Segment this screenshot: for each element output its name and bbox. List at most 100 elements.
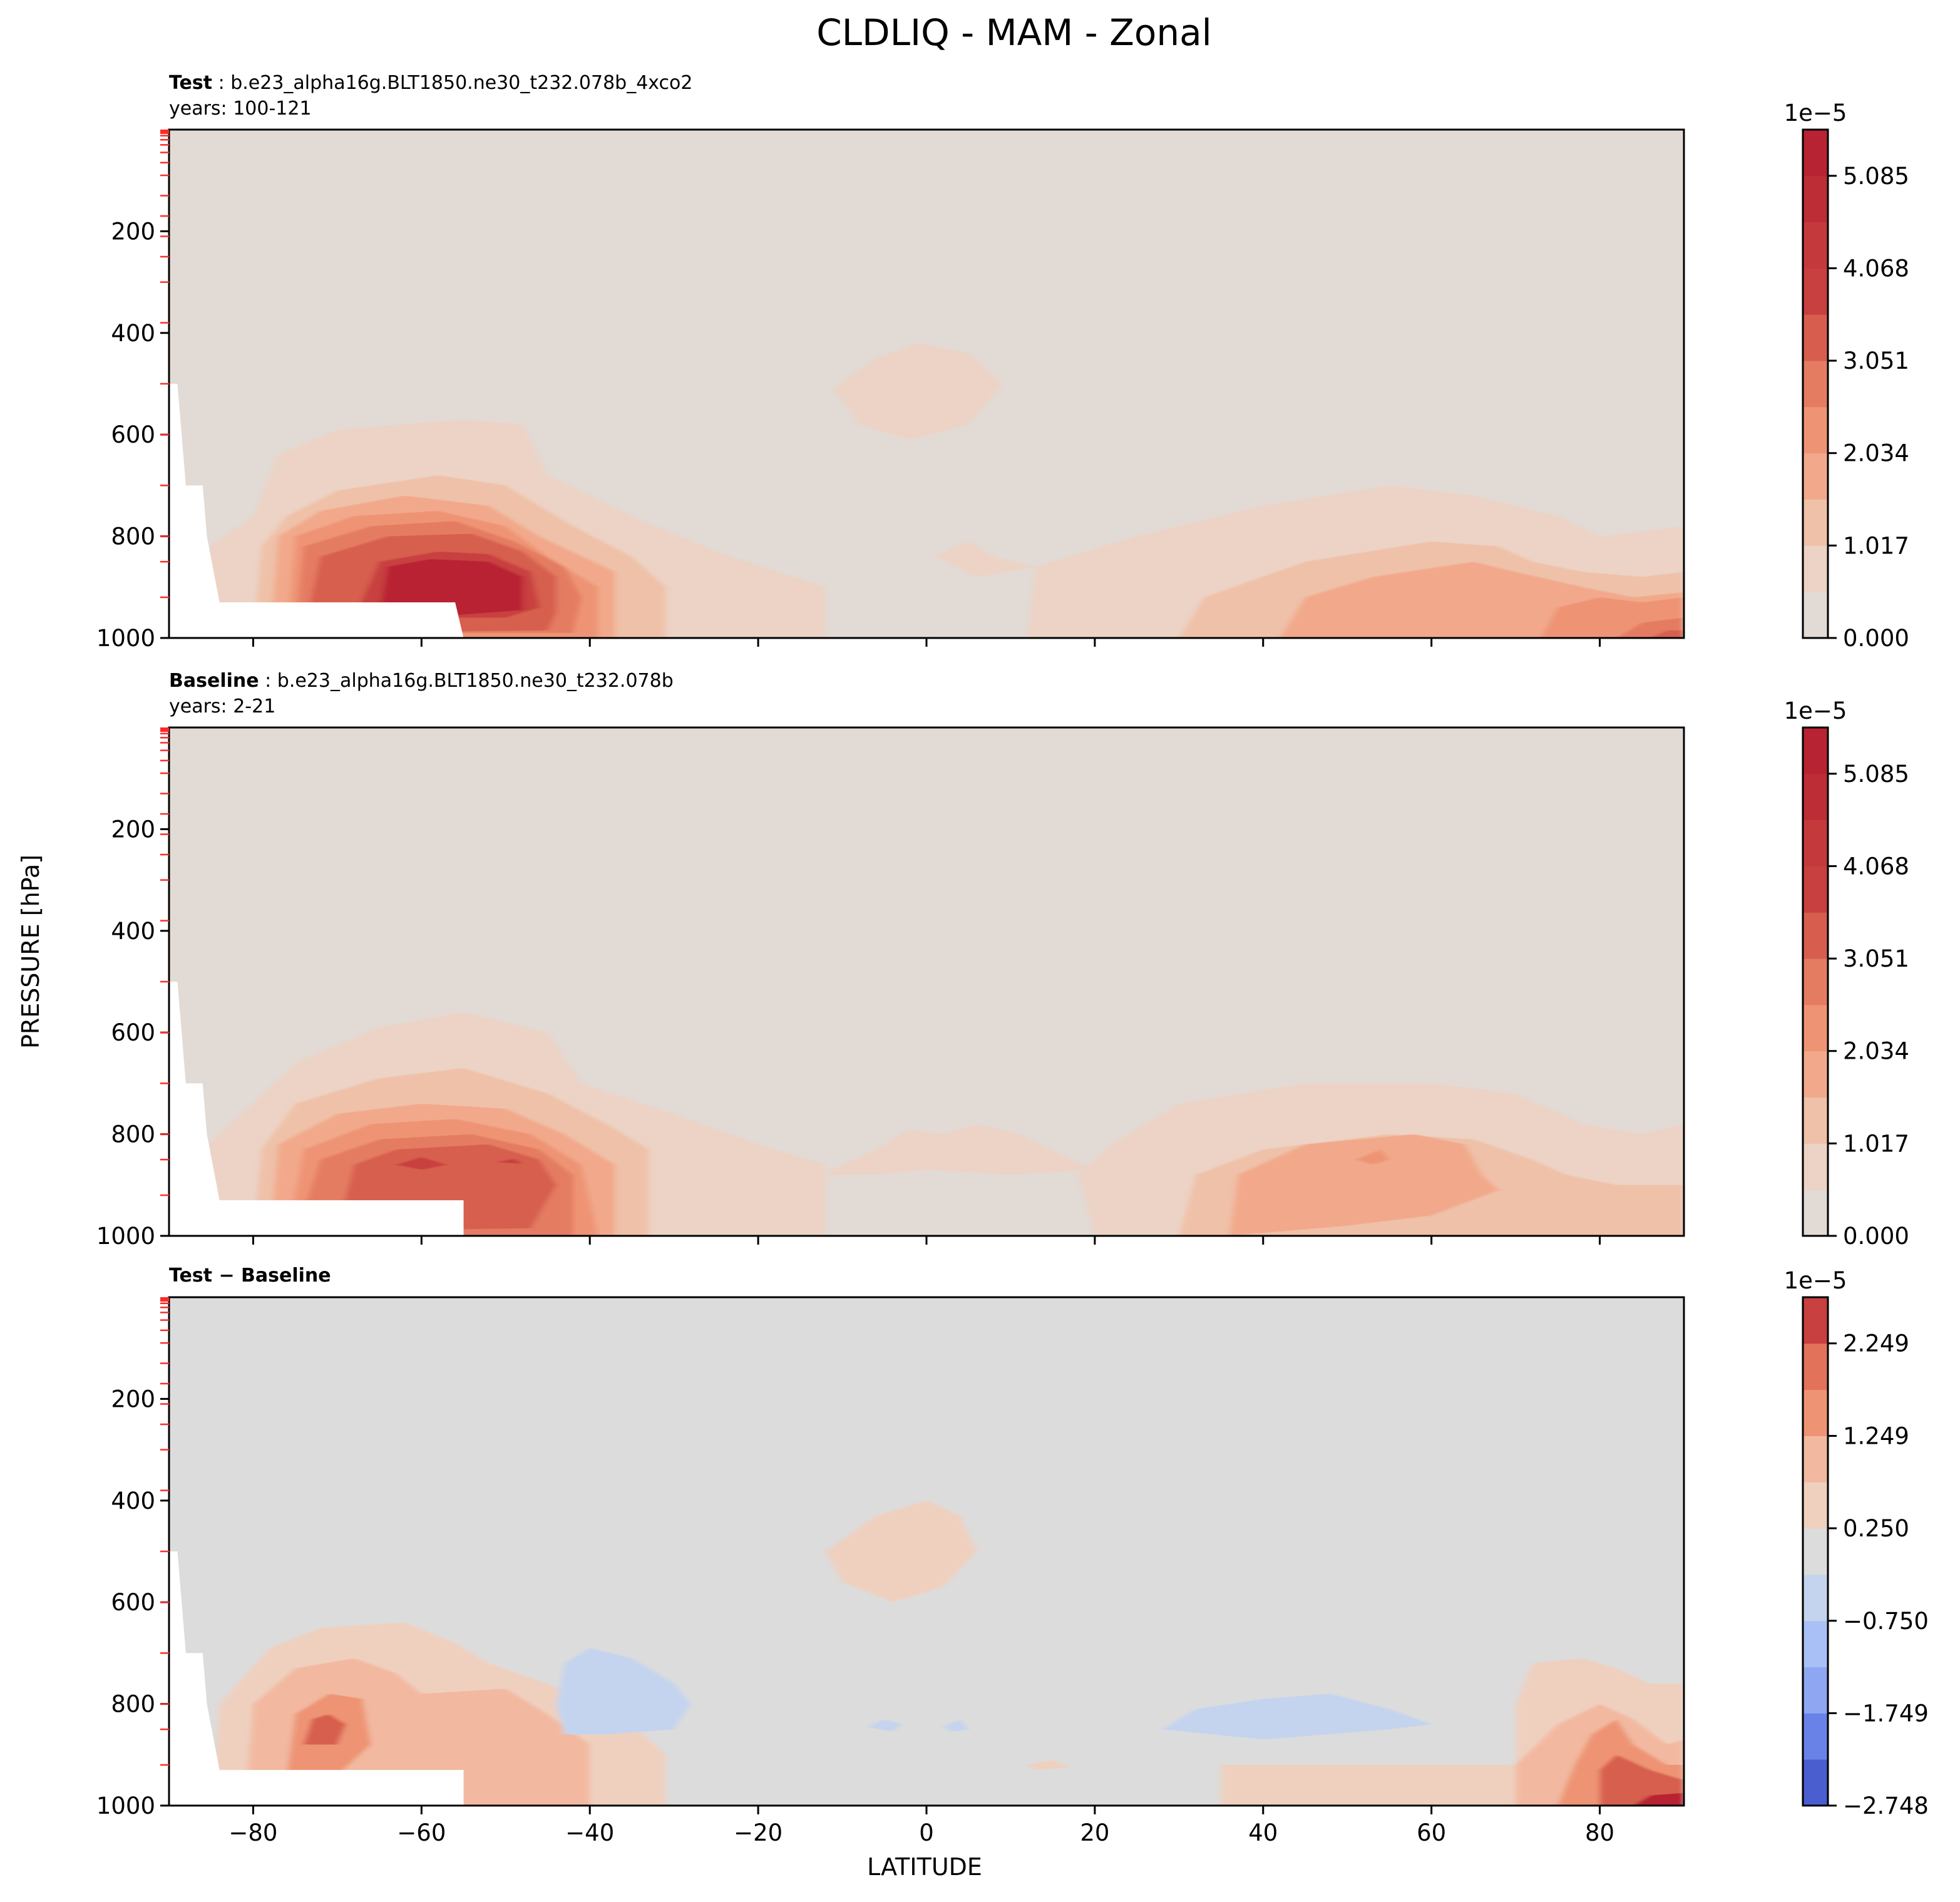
panel-baseline-colorbar: 1e−5 0.000 1.017 2.034 3.051 4.068 5.085 [1784,697,1909,1250]
x-tick-label: −40 [565,1819,614,1846]
colorbar-tick-label: 1.249 [1843,1422,1909,1449]
colorbar-segment [1803,361,1828,408]
colorbar-tick-label: 4.068 [1843,255,1909,282]
colorbar-exponent: 1e−5 [1784,100,1847,126]
colorbar-segment [1803,592,1828,639]
colorbar-segment [1803,406,1828,454]
colorbar-segment [1803,268,1828,315]
x-tick-label: −80 [228,1819,277,1846]
colorbar-frame [1802,726,1829,1237]
colorbar-segment [1803,912,1828,959]
x-tick-label: 60 [1417,1819,1446,1846]
colorbar-tick-label: 0.250 [1843,1515,1909,1542]
y-tick-label: 1000 [96,625,155,652]
colorbar-segment [1803,499,1828,546]
colorbar-segment [1803,1759,1828,1806]
colorbar-tick-label: 1.017 [1843,1130,1909,1157]
colorbar-segment [1803,1343,1828,1391]
colorbar-segment [1803,1051,1828,1098]
colorbar-segment [1803,222,1828,269]
colorbar-tick-label: −0.750 [1843,1608,1929,1635]
y-tick-label: 600 [111,421,155,448]
colorbar-segment [1803,314,1828,361]
panel-difference-colorbar: 1e−5 −2.748 −1.749 −0.750 0.250 1.249 2.249 [1784,1267,1929,1819]
colorbar-segment [1803,1620,1828,1668]
panel-baseline-years: years: 2-21 [169,696,275,717]
colorbar-tick-label: 3.051 [1843,347,1909,374]
panel-baseline-axes: 200 400 600 800 1000 [96,816,1601,1250]
colorbar-segment [1803,866,1828,913]
colorbar-segment [1803,727,1828,774]
panel-baseline-model-levels [160,727,169,1196]
colorbar-segment [1803,1482,1828,1529]
panel-test-plot [169,130,1684,638]
colorbar-tick-label: 2.034 [1843,1038,1909,1065]
x-axis-label: LATITUDE [867,1853,982,1881]
y-tick-label: 200 [111,218,155,245]
panel-test-years: years: 100-121 [169,98,312,120]
colorbar-frame [1802,1296,1829,1807]
x-tick-label: 0 [919,1819,934,1846]
colorbar-segment [1803,175,1828,223]
x-tick-label: 80 [1585,1819,1614,1846]
colorbar-segment [1803,1143,1828,1190]
y-tick-label: 1000 [96,1792,155,1819]
colorbar-segment [1803,1667,1828,1714]
y-tick-label: 400 [111,918,155,945]
colorbar-segment [1803,1436,1828,1483]
panel-difference-axes: −80 −60 −40 −20 0 20 40 60 80 200 400 600 800 1000 [96,1385,1614,1846]
panel-difference-model-levels [160,1297,169,1766]
colorbar-segment [1803,1389,1828,1436]
colorbar-segment [1803,1097,1828,1144]
y-tick-label: 400 [111,320,155,347]
colorbar-segment [1803,1528,1828,1575]
colorbar-segment [1803,773,1828,821]
panel-baseline-plot [169,727,1684,1236]
colorbar-segment [1803,1190,1828,1236]
y-tick-label: 1000 [96,1223,155,1250]
y-tick-label: 800 [111,523,155,550]
colorbar-segment [1803,453,1828,500]
colorbar-tick-label: 3.051 [1843,945,1909,972]
figure-title: CLDLIQ - MAM - Zonal [816,11,1212,54]
colorbar-segment [1803,130,1828,177]
colorbar-frame [1802,128,1829,639]
x-tick-label: 20 [1080,1819,1109,1846]
x-tick-label: 40 [1248,1819,1278,1846]
y-tick-label: 600 [111,1589,155,1616]
colorbar-tick-label: 4.068 [1843,853,1909,880]
colorbar-segment [1803,545,1828,592]
panel-difference-title: Test − Baseline [169,1265,331,1287]
panel-test-model-levels [160,130,169,599]
colorbar-segment [1803,1004,1828,1052]
y-tick-label: 400 [111,1488,155,1514]
y-tick-label: 800 [111,1121,155,1148]
colorbar-segment [1803,959,1828,1005]
panel-test-title: Test : b.e23_alpha16g.BLT1850.ne30_t232.… [169,72,692,94]
y-axis-label: PRESSURE [hPa] [17,855,44,1049]
colorbar-segment [1803,1297,1828,1344]
x-tick-label: −20 [734,1819,782,1846]
colorbar-segment [1803,820,1828,866]
colorbar-exponent: 1e−5 [1784,697,1847,724]
colorbar-tick-label: 1.017 [1843,532,1909,559]
y-tick-label: 200 [111,1385,155,1412]
y-tick-label: 200 [111,816,155,843]
panel-difference: Test − Baseline [96,1265,1929,1846]
panel-difference-plot [169,1297,1684,1806]
y-tick-label: 600 [111,1019,155,1046]
colorbar-tick-label: 2.034 [1843,440,1909,467]
colorbar-tick-label: −1.749 [1843,1700,1929,1727]
colorbar-tick-label: 2.249 [1843,1330,1909,1357]
colorbar-tick-label: 5.085 [1843,163,1909,190]
colorbar-exponent: 1e−5 [1784,1267,1847,1294]
y-tick-label: 800 [111,1691,155,1718]
panel-test-colorbar: 1e−5 0.000 1.017 2.034 3.051 4.068 5.085 [1784,100,1909,652]
colorbar-tick-label: 0.000 [1843,1223,1909,1250]
panel-baseline: Baseline : b.e23_alpha16g.BLT1850.ne30_t… [96,670,1909,1250]
panel-test: Test : b.e23_alpha16g.BLT1850.ne30_t232.… [96,72,1909,652]
colorbar-tick-label: 0.000 [1843,625,1909,652]
colorbar-segment [1803,1713,1828,1760]
colorbar-segment [1803,1574,1828,1622]
